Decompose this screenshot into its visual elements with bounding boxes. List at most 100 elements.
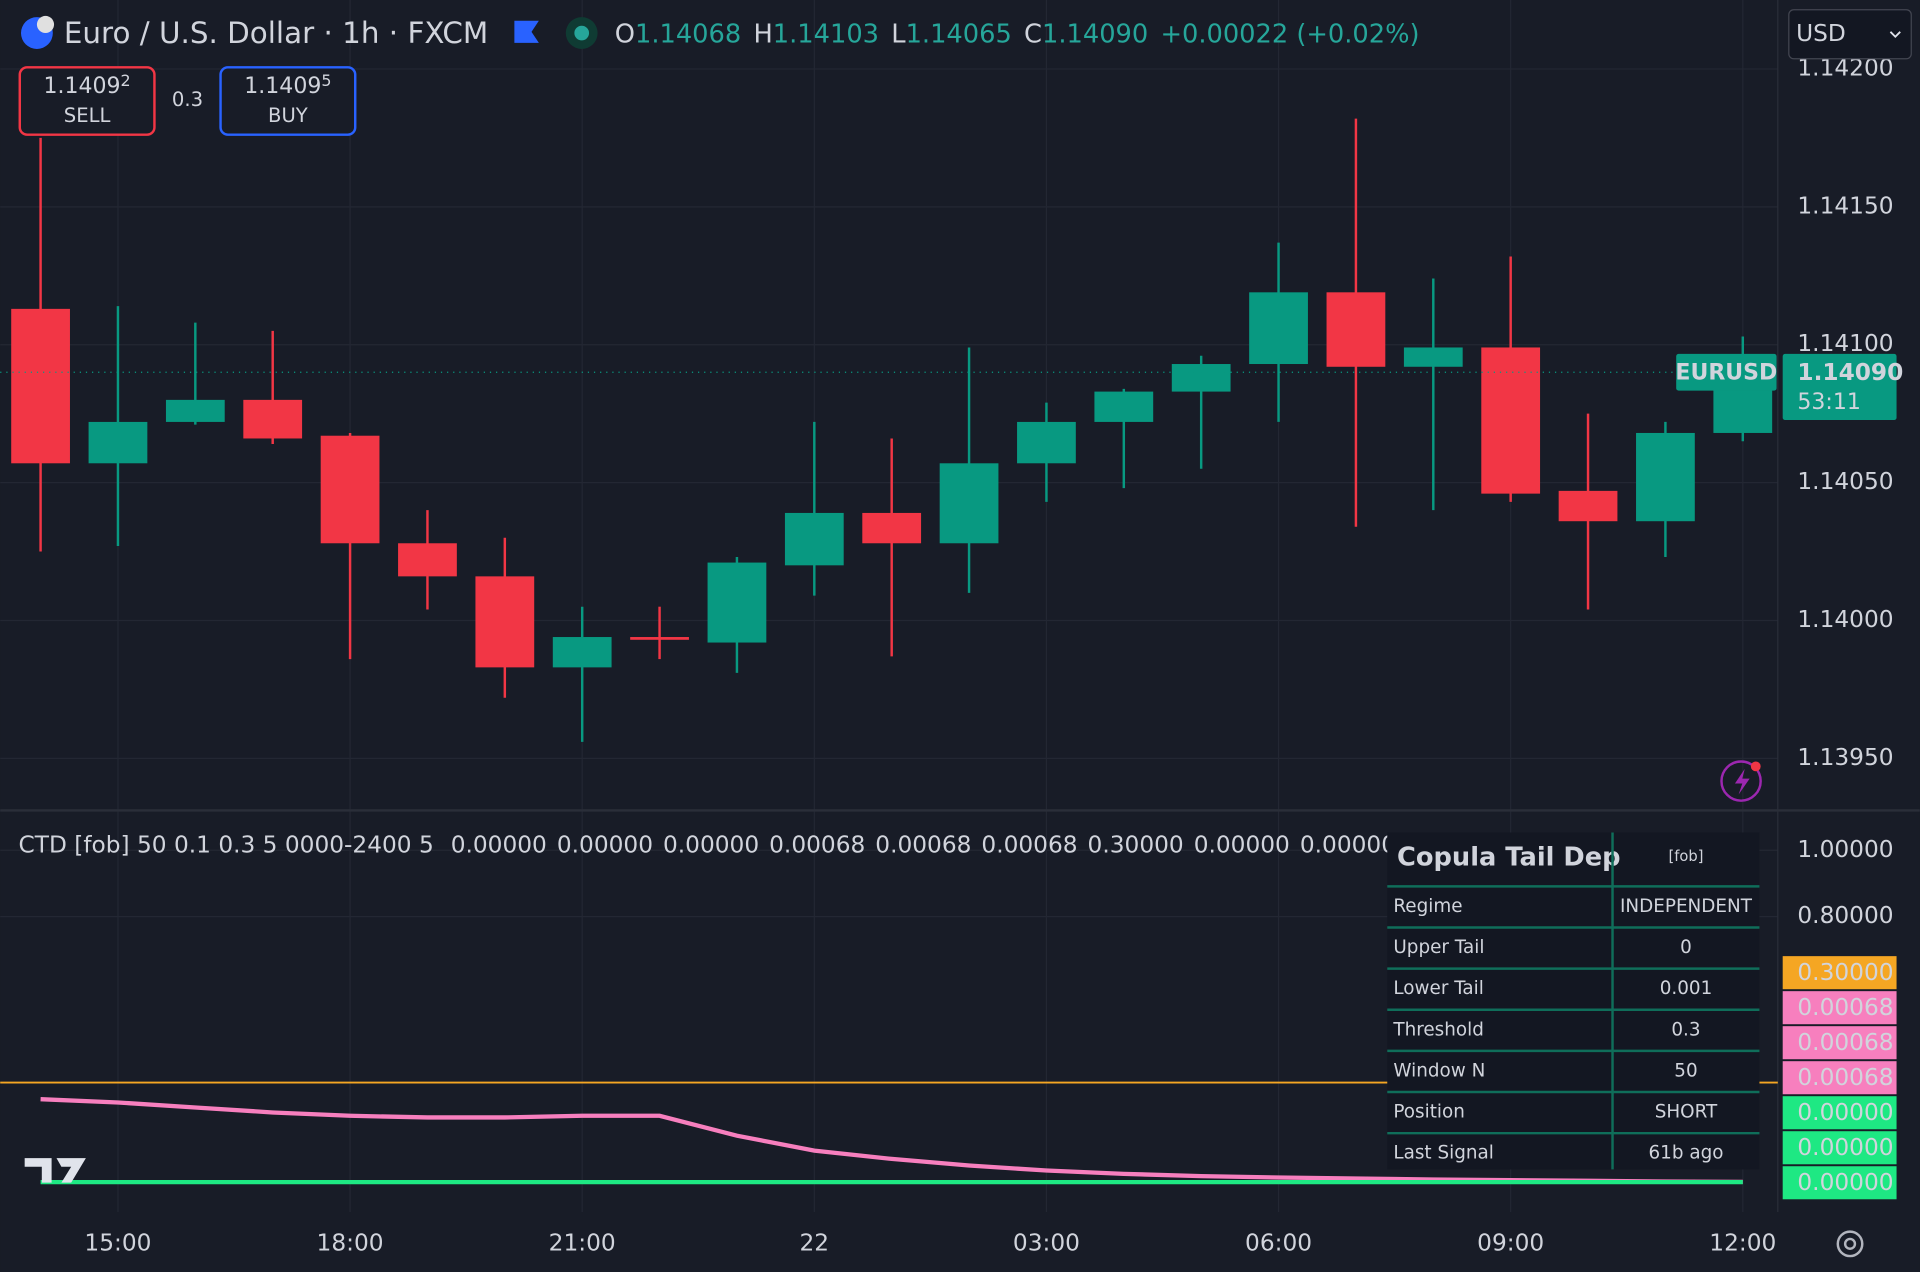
- plot: 1.142001.141501.141001.140501.140001.139…: [0, 54, 1894, 1185]
- pip: 2: [121, 70, 131, 89]
- candle-body: [1326, 292, 1386, 367]
- spread: 0.3: [172, 88, 203, 111]
- x-tick-label: 15:00: [84, 1229, 151, 1256]
- ohlc-label: O: [615, 19, 635, 49]
- legend-name: CTD [fob] 50 0.1 0.3 5 0000-2400 5: [19, 831, 434, 858]
- sell-label: SELL: [64, 104, 111, 127]
- candle-body: [630, 637, 689, 640]
- x-tick-label: 06:00: [1245, 1229, 1312, 1256]
- ohlc-value: 1.14090: [1042, 19, 1148, 49]
- table-value: 61b ago: [1648, 1143, 1723, 1164]
- legend-value: 0.00068: [769, 831, 865, 858]
- ohlc-label: H: [753, 19, 772, 49]
- legend-value: 0.00000: [1300, 831, 1396, 858]
- axis-badge-label: 0.00068: [1797, 1029, 1893, 1056]
- ohlc-label: C: [1024, 19, 1042, 49]
- axis-badge-label: 0.30000: [1797, 959, 1893, 986]
- symbol: Euro / U.S. Dollar · 1h · FXCM: [64, 16, 488, 50]
- price: 1.1409: [244, 74, 321, 99]
- price-badge: [1782, 353, 1897, 421]
- table-key: Window N: [1393, 1060, 1485, 1081]
- table-value: SHORT: [1655, 1102, 1718, 1123]
- legend-value: 0.00000: [1194, 831, 1290, 858]
- settings-icon: [1843, 1237, 1857, 1250]
- candle-body: [1094, 391, 1154, 422]
- candle-body: [707, 562, 767, 643]
- status: [574, 25, 590, 41]
- candle-body: [1017, 421, 1076, 464]
- axis-badge: [1782, 956, 1897, 990]
- legend-value: 0.00068: [981, 831, 1077, 858]
- candle-body: [11, 308, 70, 464]
- ohlc-value: 1.14103: [773, 19, 879, 49]
- candle-body: [320, 435, 380, 544]
- table-value: 50: [1674, 1060, 1697, 1081]
- axis-badge: [1782, 1166, 1897, 1200]
- axis-badge: [1782, 1131, 1897, 1165]
- table: [1387, 832, 1760, 1170]
- lightning-icon: [1734, 768, 1750, 795]
- buy-button[interactable]: [219, 66, 357, 136]
- table-value: INDEPENDENT: [1620, 896, 1753, 917]
- table-key: Position: [1393, 1102, 1464, 1123]
- settings-button[interactable]: [1836, 1230, 1864, 1258]
- axis-badge: [1782, 991, 1897, 1025]
- axis-badge-label: 0.00068: [1797, 1064, 1893, 1091]
- table-value: 0: [1680, 937, 1692, 958]
- x-tick-label: 18:00: [317, 1229, 384, 1256]
- axis-badge-label: 0.00000: [1797, 1134, 1893, 1161]
- ohlc: O1.14068 H1.14103 L1.14065 C1.14090 +0.00022…: [615, 19, 1420, 49]
- y-tick-label: 1.14050: [1797, 468, 1893, 495]
- x-tick-label: 12:00: [1709, 1229, 1776, 1256]
- buy-label: BUY: [268, 104, 308, 127]
- legend-value: 0.00000: [451, 831, 547, 858]
- lightning-button[interactable]: [1720, 760, 1762, 802]
- axis-badge-label: 0.00000: [1797, 1099, 1893, 1126]
- price: 1.1409: [44, 74, 121, 99]
- y-tick-label: 1.14000: [1797, 606, 1893, 633]
- table-tag: [fob]: [1669, 848, 1704, 865]
- symbol-label: EURUSD: [1675, 361, 1777, 386]
- table-key: Upper Tail: [1393, 937, 1484, 958]
- flag-icon: [36, 15, 55, 34]
- table-key: Threshold: [1392, 1019, 1483, 1040]
- table-value: 0.3: [1671, 1019, 1700, 1040]
- ohlc-value: 1.14065: [906, 19, 1012, 49]
- legend-value: 0.00000: [557, 831, 653, 858]
- buy-price: 1.14095: [244, 70, 331, 99]
- axis-badge: [1782, 1026, 1897, 1060]
- table-key: Last Signal: [1393, 1143, 1493, 1164]
- sell-price: 1.14092: [44, 70, 131, 99]
- candle-body: [1171, 364, 1231, 392]
- series-line: [40, 1097, 1743, 1185]
- y-tick-label: 1.13950: [1797, 744, 1893, 771]
- sell-button[interactable]: [18, 66, 156, 136]
- axis-badge-label: 0.00068: [1797, 994, 1893, 1021]
- candle-body: [243, 399, 303, 439]
- axis-badge-label: 0.00000: [1797, 1169, 1893, 1196]
- candle-body: [1558, 490, 1618, 522]
- currency: USD: [1796, 20, 1846, 47]
- ohlc-label: L: [891, 19, 906, 49]
- candle-body: [1249, 292, 1308, 365]
- candle-body: [1636, 432, 1695, 522]
- pip: 5: [321, 70, 331, 89]
- y-tick-label: 1.00000: [1797, 836, 1893, 863]
- candle-body: [784, 512, 844, 566]
- candle-body: [88, 421, 148, 464]
- countdown: 53:11: [1797, 390, 1860, 415]
- candle-body: [165, 399, 225, 422]
- x-tick-label: 21:00: [549, 1229, 616, 1256]
- candle-body: [552, 637, 612, 668]
- legend-value: 0.00068: [875, 831, 971, 858]
- x-tick-label: 09:00: [1477, 1229, 1544, 1256]
- candle-body: [1403, 347, 1463, 367]
- y-tick-label: 1.14150: [1797, 192, 1893, 219]
- badge: [1750, 761, 1761, 772]
- candle-body: [862, 512, 922, 544]
- ohlc-value: 1.14068: [635, 19, 741, 49]
- currency-select[interactable]: [1788, 9, 1912, 60]
- legend-value: 0.00000: [663, 831, 759, 858]
